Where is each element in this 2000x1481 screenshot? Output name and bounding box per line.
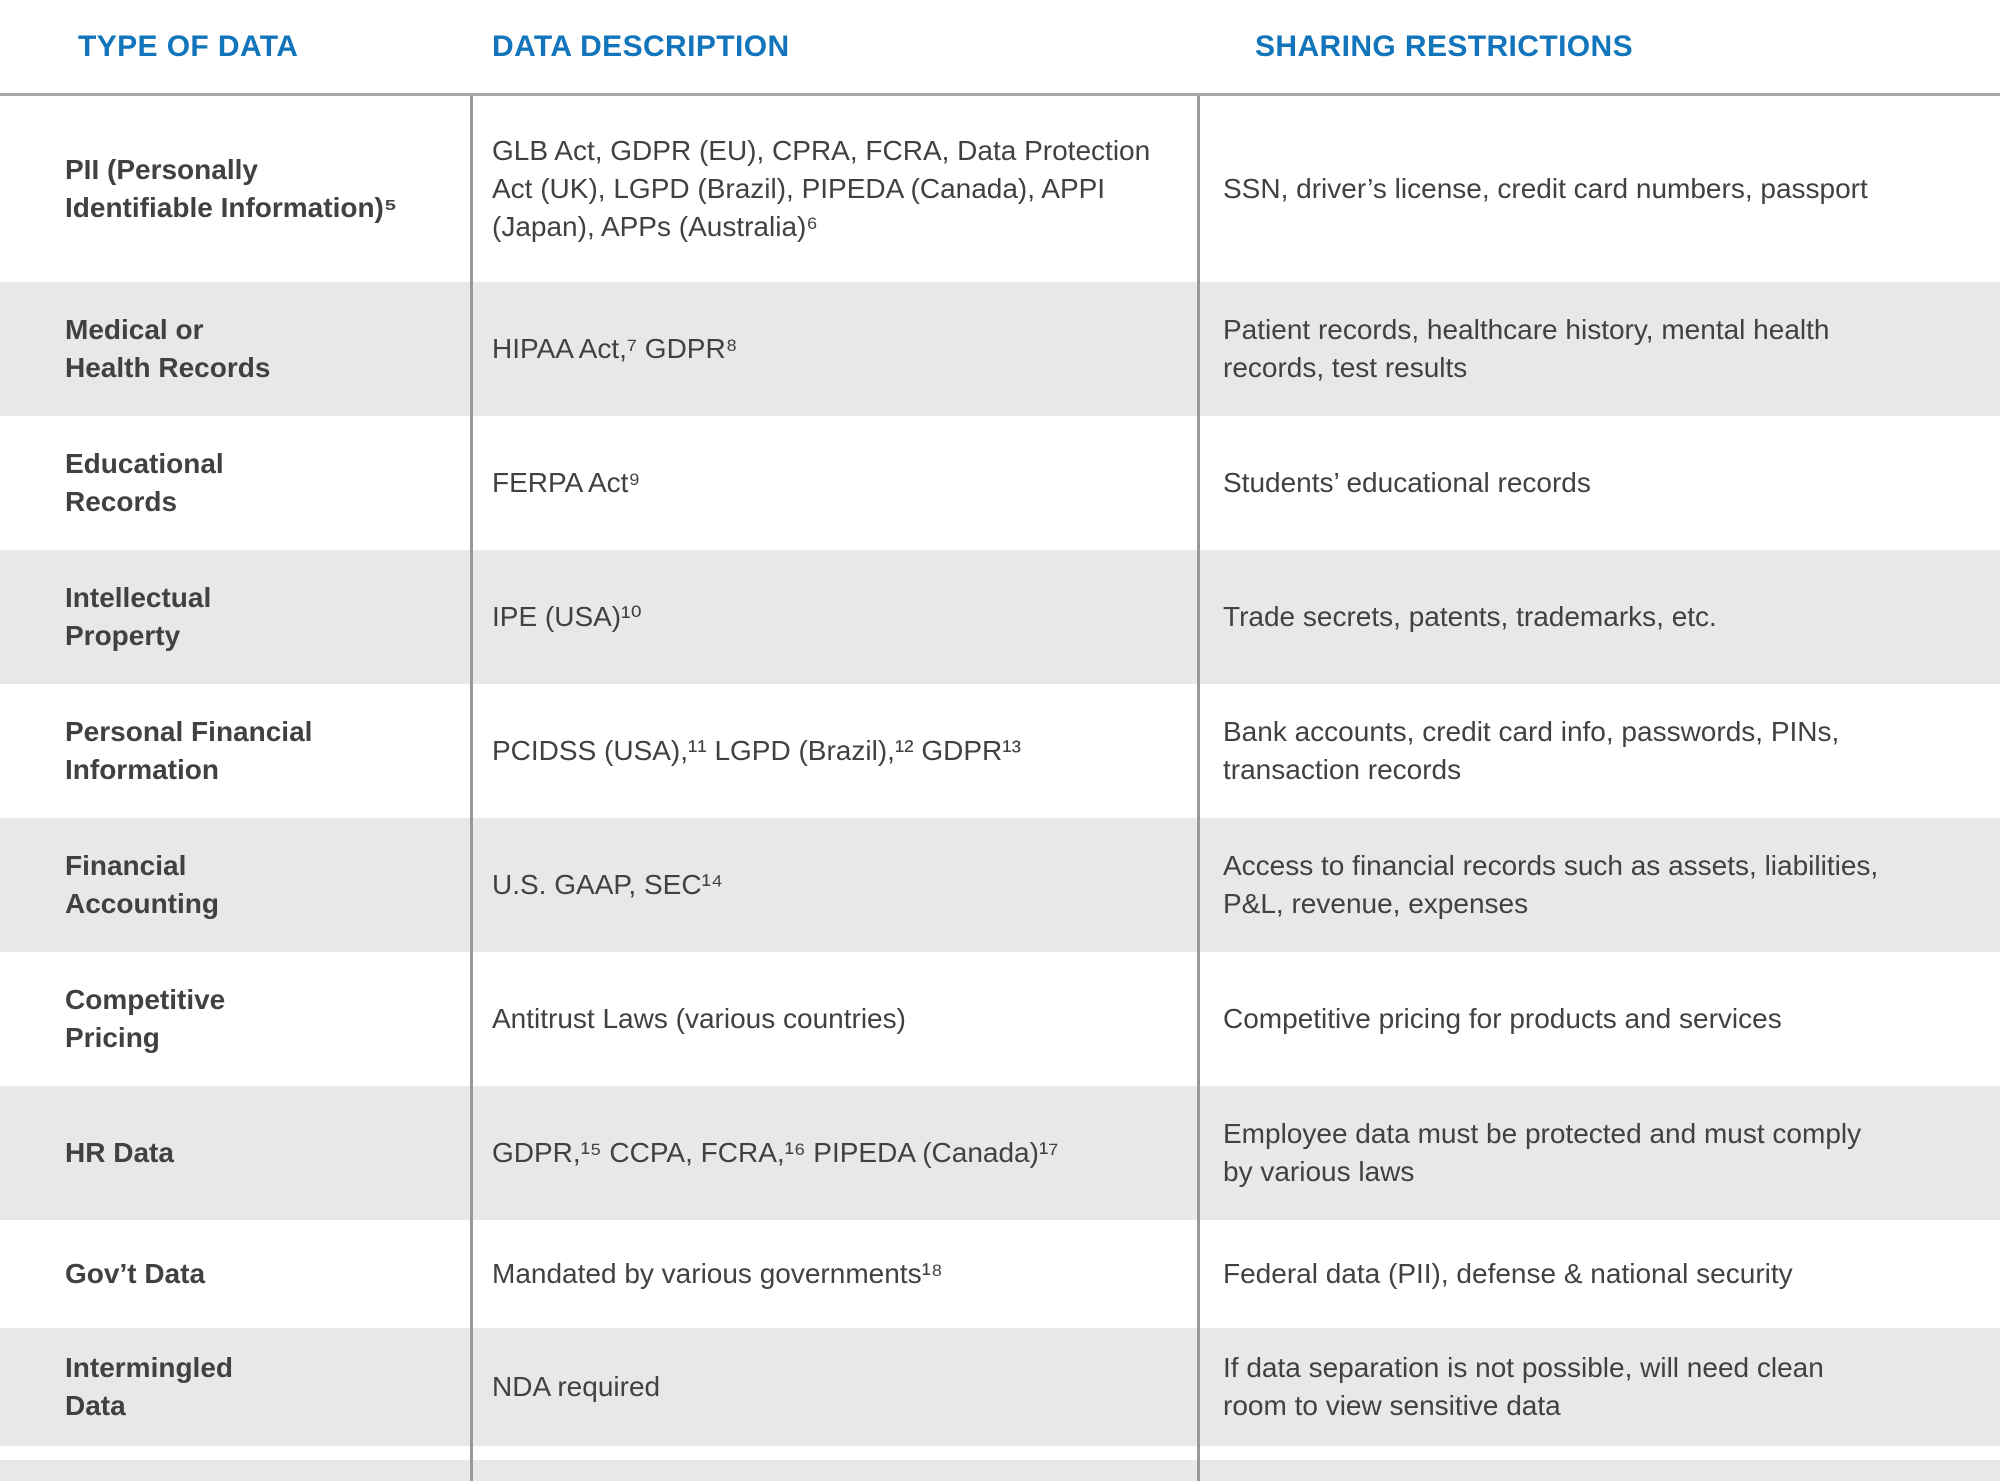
cell-sharing-restrictions: Bank accounts, credit card info, passwor… bbox=[1223, 715, 1840, 785]
cell-data-description: FERPA Act⁹ bbox=[492, 466, 641, 498]
cell-type-of-data: Educational Records bbox=[65, 447, 224, 517]
bottom-gap bbox=[0, 1446, 2000, 1460]
table-row: Educational Records FERPA Act⁹ Students’… bbox=[0, 416, 2000, 550]
cell-data-description: Mandated by various governments¹⁸ bbox=[492, 1257, 943, 1289]
table-row: Medical or Health Records HIPAA Act,⁷ GD… bbox=[0, 282, 2000, 416]
cell-sharing-restrictions: Employee data must be protected and must… bbox=[1223, 1117, 1862, 1187]
table-row: Competitive Pricing Antitrust Laws (vari… bbox=[0, 952, 2000, 1086]
table-row: Intellectual Property IPE (USA)¹⁰ Trade … bbox=[0, 550, 2000, 684]
header-divider-line bbox=[0, 93, 2000, 96]
cell-sharing-restrictions: Access to financial records such as asse… bbox=[1223, 849, 1879, 919]
cell-data-description: GLB Act, GDPR (EU), CPRA, FCRA, Data Pro… bbox=[492, 134, 1151, 243]
bottom-strip bbox=[0, 1460, 2000, 1481]
column-divider-line bbox=[1197, 96, 1200, 1481]
cell-type-of-data: Intellectual Property bbox=[65, 581, 212, 651]
table-row: Intermingled Data NDA required If data s… bbox=[0, 1328, 2000, 1446]
column-header-data-description: DATA DESCRIPTION bbox=[492, 29, 790, 63]
cell-type-of-data: Intermingled Data bbox=[65, 1351, 234, 1421]
cell-type-of-data: HR Data bbox=[65, 1136, 174, 1168]
column-divider-line bbox=[470, 96, 473, 1481]
table-row: HR Data GDPR,¹⁵ CCPA, FCRA,¹⁶ PIPEDA (Ca… bbox=[0, 1086, 2000, 1220]
cell-sharing-restrictions: Trade secrets, patents, trademarks, etc. bbox=[1223, 600, 1717, 632]
cell-type-of-data: Financial Accounting bbox=[65, 849, 219, 919]
cell-sharing-restrictions: Competitive pricing for products and ser… bbox=[1223, 1002, 1782, 1034]
table-body: PII (Personally Identifiable Information… bbox=[0, 96, 2000, 1481]
cell-data-description: GDPR,¹⁵ CCPA, FCRA,¹⁶ PIPEDA (Canada)¹⁷ bbox=[492, 1136, 1059, 1168]
table-row: Gov’t Data Mandated by various governmen… bbox=[0, 1220, 2000, 1328]
cell-sharing-restrictions: Students’ educational records bbox=[1223, 466, 1591, 498]
cell-data-description: U.S. GAAP, SEC¹⁴ bbox=[492, 868, 723, 900]
table-row: Personal Financial Information PCIDSS (U… bbox=[0, 684, 2000, 818]
cell-sharing-restrictions: Patient records, healthcare history, men… bbox=[1223, 313, 1830, 383]
cell-data-description: IPE (USA)¹⁰ bbox=[492, 600, 642, 632]
cell-sharing-restrictions: Federal data (PII), defense & national s… bbox=[1223, 1257, 1793, 1289]
table-row: PII (Personally Identifiable Information… bbox=[0, 96, 2000, 282]
table-row: Financial Accounting U.S. GAAP, SEC¹⁴ Ac… bbox=[0, 818, 2000, 952]
column-header-sharing-restrictions: SHARING RESTRICTIONS bbox=[1255, 29, 1634, 63]
cell-data-description: PCIDSS (USA),¹¹ LGPD (Brazil),¹² GDPR¹³ bbox=[492, 734, 1021, 766]
cell-data-description: NDA required bbox=[492, 1370, 661, 1402]
cell-type-of-data: Medical or Health Records bbox=[65, 313, 271, 383]
cell-type-of-data: Personal Financial Information bbox=[65, 715, 313, 785]
cell-type-of-data: Competitive Pricing bbox=[65, 983, 226, 1053]
cell-data-description: HIPAA Act,⁷ GDPR⁸ bbox=[492, 332, 738, 364]
cell-sharing-restrictions: If data separation is not possible, will… bbox=[1223, 1351, 1824, 1421]
table-header: TYPE OF DATA DATA DESCRIPTION SHARING RE… bbox=[0, 0, 2000, 93]
cell-data-description: Antitrust Laws (various countries) bbox=[492, 1002, 906, 1034]
cell-type-of-data: Gov’t Data bbox=[65, 1257, 206, 1289]
cell-sharing-restrictions: SSN, driver’s license, credit card numbe… bbox=[1223, 172, 1868, 204]
cell-type-of-data: PII (Personally Identifiable Information… bbox=[65, 153, 398, 223]
column-header-type-of-data: TYPE OF DATA bbox=[78, 29, 299, 63]
